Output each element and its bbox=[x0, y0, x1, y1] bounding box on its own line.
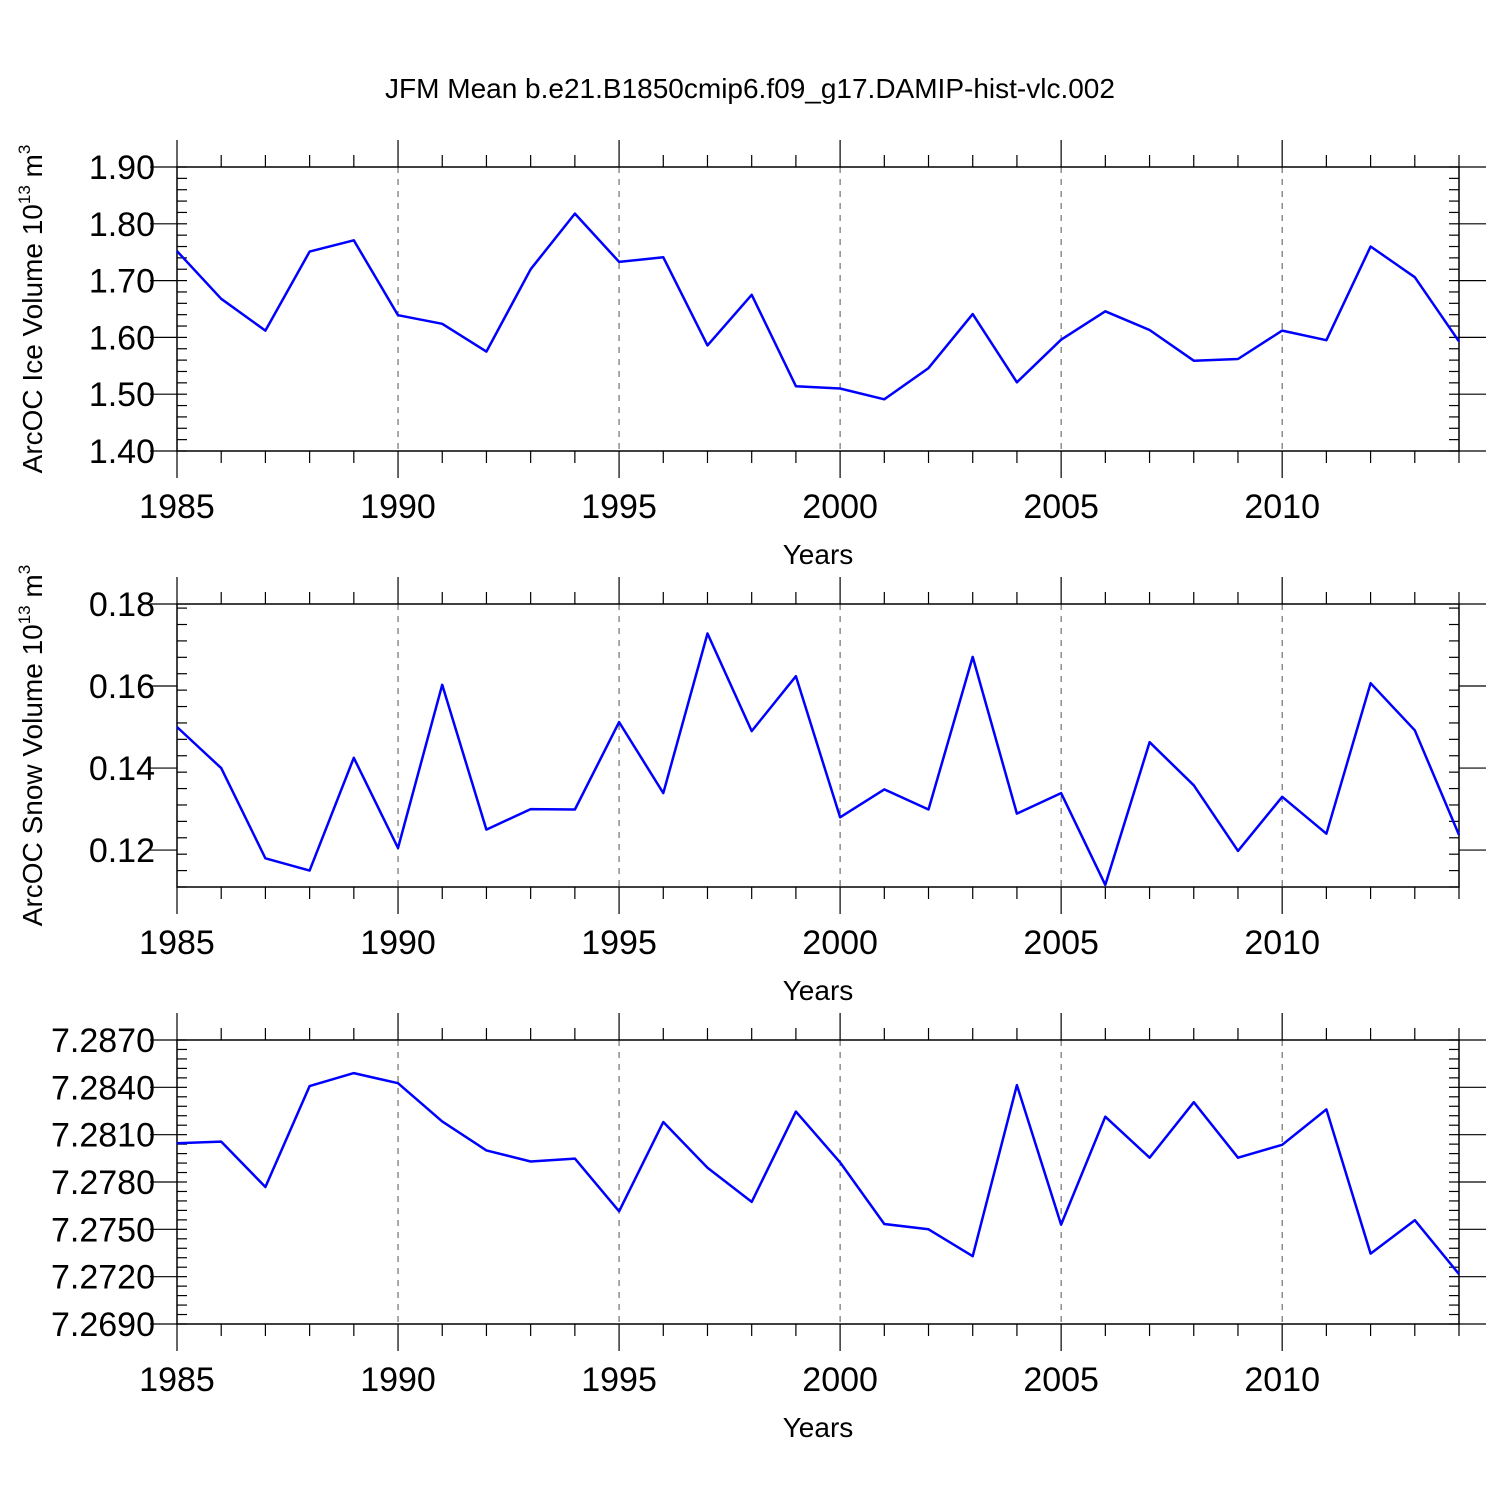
x-tick-label: 1995 bbox=[581, 924, 657, 962]
y-tick-label: 7.2870 bbox=[51, 1022, 155, 1060]
series-line bbox=[176, 632, 1461, 887]
panel-2: 0.12 0.14 0.16 0.18 1985 1990 1995 2000 2005 2010… bbox=[15, 565, 1486, 1006]
x-tick-label: 1990 bbox=[360, 1361, 436, 1399]
x-tick-label: 1990 bbox=[360, 924, 436, 962]
y-tick-label: 7.2810 bbox=[51, 1117, 155, 1155]
x-axis-label: Years bbox=[783, 539, 854, 570]
panel-1: 1.40 1.50 1.60 1.70 1.80 1.90 1985 1990 1995 2000… bbox=[15, 140, 1486, 570]
x-tick-label: 1990 bbox=[360, 488, 436, 526]
plot-frame bbox=[176, 1039, 1460, 1325]
y-tick-label: 1.40 bbox=[89, 433, 155, 471]
y-tick-label: 0.16 bbox=[89, 668, 155, 706]
x-tick-label: 1985 bbox=[139, 488, 215, 526]
x-tick-label: 2010 bbox=[1244, 1361, 1320, 1399]
series-line bbox=[176, 1071, 1460, 1275]
x-tick-label: 2000 bbox=[802, 924, 878, 962]
x-tick-label: 1995 bbox=[581, 488, 657, 526]
y-tick-label: 7.2840 bbox=[51, 1069, 155, 1107]
x-axis-label: Years bbox=[783, 975, 854, 1006]
x-tick-label: 2005 bbox=[1023, 1361, 1099, 1399]
y-tick-label: 0.18 bbox=[89, 586, 155, 624]
x-tick-label: 1985 bbox=[139, 1361, 215, 1399]
x-tick-label: 2005 bbox=[1023, 488, 1099, 526]
x-tick-label: 2005 bbox=[1023, 924, 1099, 962]
x-tick-label: 1995 bbox=[581, 1361, 657, 1399]
plot-frame bbox=[176, 166, 1460, 452]
y-tick-label: 1.90 bbox=[89, 149, 155, 187]
x-tick-label: 2010 bbox=[1244, 488, 1320, 526]
y-tick-label: 7.2690 bbox=[51, 1306, 155, 1344]
series-line bbox=[176, 212, 1461, 401]
y-tick-label: 7.2780 bbox=[51, 1164, 155, 1202]
figure-title: JFM Mean b.e21.B1850cmip6.f09_g17.DAMIP-… bbox=[385, 73, 1115, 104]
y-tick-label: 0.14 bbox=[89, 750, 155, 788]
y-tick-label: 1.70 bbox=[89, 263, 155, 301]
x-tick-label: 1985 bbox=[139, 924, 215, 962]
y-tick-label: 0.12 bbox=[89, 832, 155, 870]
y-tick-label: 1.80 bbox=[89, 206, 155, 244]
y-axis-label: ArcOC Ice Volume 1013 m3 bbox=[15, 145, 48, 474]
y-tick-label: 1.50 bbox=[89, 376, 155, 414]
y-tick-label: 7.2720 bbox=[51, 1259, 155, 1297]
chart-panels: 1.40 1.50 1.60 1.70 1.80 1.90 1985 1990 1995 2000… bbox=[15, 140, 1486, 1443]
y-tick-label: 7.2750 bbox=[51, 1211, 155, 1249]
y-tick-label: 1.60 bbox=[89, 319, 155, 357]
x-tick-label: 2000 bbox=[802, 1361, 878, 1399]
panel-3: 7.2690 7.2720 7.2750 7.2780 7.2810 7.2840 7.28… bbox=[51, 1013, 1486, 1443]
x-axis-label: Years bbox=[783, 1412, 854, 1443]
y-axis-label: ArcOC Snow Volume 1013 m3 bbox=[15, 565, 48, 926]
x-tick-label: 2010 bbox=[1244, 924, 1320, 962]
x-tick-label: 2000 bbox=[802, 488, 878, 526]
plot-frame bbox=[176, 603, 1460, 888]
